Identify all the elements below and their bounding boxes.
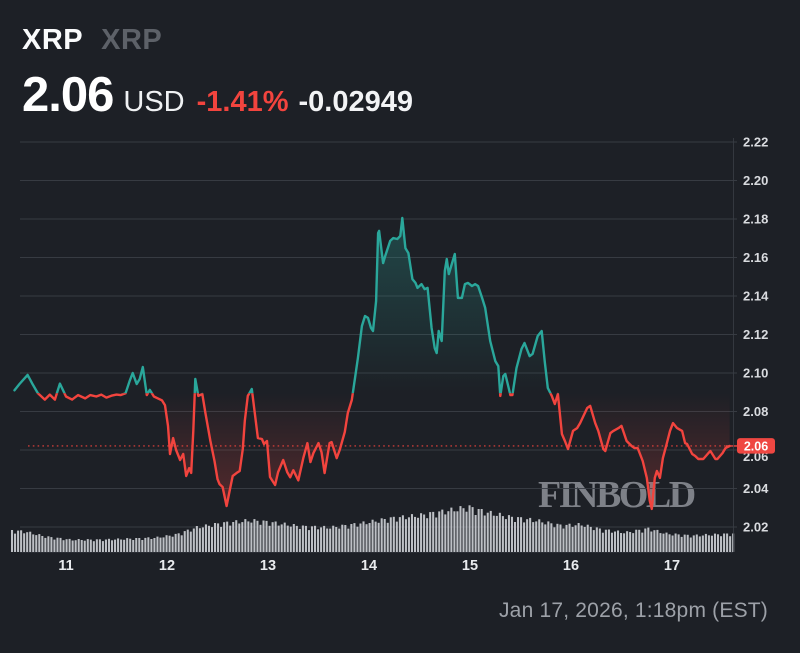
svg-text:2.20: 2.20: [743, 173, 768, 188]
price-line-up: [13, 216, 559, 394]
price-value: 2.06: [22, 68, 114, 122]
chart-header: XRP XRP 2.06 USD -1.41% -0.02949: [22, 24, 413, 123]
svg-text:2.12: 2.12: [743, 327, 768, 342]
svg-text:2.02: 2.02: [743, 520, 768, 535]
svg-text:2.10: 2.10: [743, 366, 768, 381]
finbold-watermark: FINBOLD: [538, 474, 695, 516]
svg-text:14: 14: [361, 558, 377, 574]
area-fill-up: [14, 218, 730, 394]
price-currency: USD: [123, 86, 185, 118]
price-change-absolute: -0.02949: [298, 86, 414, 118]
area-fill-down: [37, 393, 730, 509]
y-axis-labels: 2.02 2.04 2.06 2.08 2.10 2.12 2.14 2.16 2.18 2.20…: [743, 135, 769, 535]
svg-text:17: 17: [664, 558, 680, 574]
svg-text:12: 12: [159, 558, 175, 574]
svg-text:2.08: 2.08: [743, 404, 768, 419]
svg-text:2.04: 2.04: [743, 481, 769, 496]
svg-text:2.18: 2.18: [743, 212, 768, 227]
symbol-row: XRP XRP: [22, 24, 413, 57]
svg-text:11: 11: [58, 558, 73, 574]
svg-text:15: 15: [462, 558, 478, 574]
svg-text:16: 16: [563, 558, 579, 574]
price-line-down: [36, 393, 731, 511]
x-axis-labels: 11 12 13 14 15 16 17: [58, 558, 680, 574]
current-price-badge: 2.06: [726, 438, 775, 454]
svg-text:2.16: 2.16: [743, 250, 768, 265]
svg-text:2.06: 2.06: [744, 439, 768, 453]
svg-text:2.14: 2.14: [743, 289, 769, 304]
price-row: 2.06 USD -1.41% -0.02949: [22, 67, 413, 123]
timestamp: Jan 17, 2026, 1:18pm (EST): [498, 599, 768, 622]
asset-name: XRP: [101, 24, 163, 56]
asset-symbol: XRP: [22, 24, 84, 56]
volume-bars: [11, 505, 735, 552]
svg-text:13: 13: [260, 558, 276, 574]
svg-text:2.22: 2.22: [743, 135, 768, 150]
price-change-percent: -1.41%: [196, 86, 289, 118]
